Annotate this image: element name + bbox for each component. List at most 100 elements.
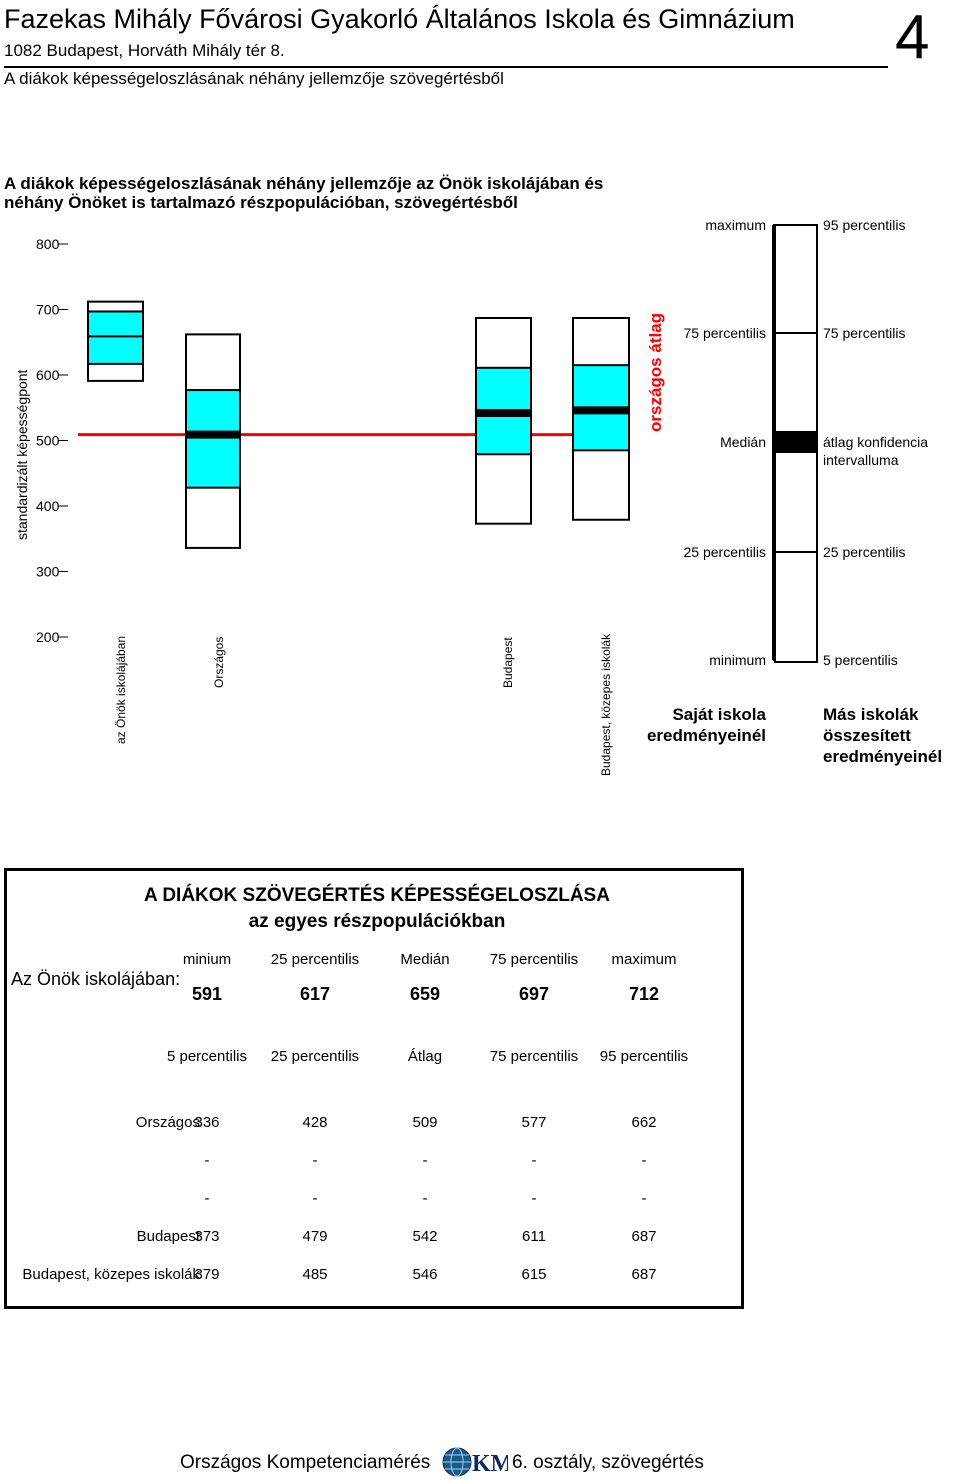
box-mean-ci [186,430,240,439]
other-value-cell: 428 [302,1114,328,1131]
legend-own-label: maximum [705,217,766,233]
page-number: 4 [895,3,930,72]
own-value-cell: 617 [299,984,331,1004]
own-value-cell: 591 [191,984,223,1004]
legend-own-label: 75 percentilis [684,325,767,341]
legend-others-ci-label: átlag konfidencia [823,434,928,450]
box-iqr [87,310,144,365]
header-rule [4,66,888,68]
other-value-cell: 336 [194,1114,220,1131]
legend-others-caption: Más iskolák [823,705,919,724]
legend-others-caption: eredményeinél [823,747,942,766]
own-header-cell: 75 percentilis [489,951,579,968]
y-tick-label: 700 [36,302,60,318]
other-row-label: Országos [135,1114,200,1131]
other-value-cell: - [531,1190,537,1207]
other-value-cell: 611 [522,1228,546,1245]
y-tick-label: 300 [36,564,60,580]
group-label: Országos [212,637,226,688]
box-mean-ci [573,406,629,415]
box-iqr [185,389,241,489]
group-label: az Önök iskolájában [114,636,128,744]
footer-left-text: Országos Kompetenciamérés [180,1452,431,1473]
boxplot-group-3 [572,317,630,521]
other-value-cell: 373 [194,1228,220,1245]
own-value-cell: 659 [409,984,441,1004]
other-value-cell: 687 [631,1266,657,1283]
group-label: Budapest, közepes iskolák [599,633,613,776]
school-name: Fazekas Mihály Fővárosi Gyakorló Általán… [4,4,795,34]
own-header-cell: Medián [400,951,450,968]
own-header-cell: maximum [611,951,677,968]
own-school-row-label: Az Önök iskolájában: [11,969,181,989]
stats-table: A DIÁKOK SZÖVEGÉRTÉS KÉPESSÉGELOSZLÁSA a… [4,868,744,1309]
boxplot-group-1 [185,333,241,549]
legend-own-caption: eredményeinél [647,726,766,745]
other-value-cell: - [204,1190,210,1207]
other-value-cell: 577 [521,1114,547,1131]
own-header-cell: minium [182,951,232,968]
other-value-cell: - [531,1152,537,1169]
other-value-cell: 485 [302,1266,328,1283]
y-tick-label: 600 [36,367,60,383]
other-value-cell: - [204,1152,210,1169]
other-row-label: Budapest, közepes iskolák [22,1266,200,1283]
legend-others-label: 75 percentilis [823,325,906,341]
section-title-line1: A diákok képességeloszlásának néhány jel… [4,174,604,193]
other-header-cell: 5 percentilis [166,1048,248,1065]
other-value-cell: 615 [521,1266,547,1283]
other-value-cell: 687 [631,1228,657,1245]
own-value-cell: 712 [628,984,660,1004]
y-tick-label: 500 [36,433,60,449]
legend: maximum 75 percentilis Medián 25 percentili… [647,217,942,766]
legend-others-ci-label: intervalluma [823,452,899,468]
stats-table-title: A DIÁKOK SZÖVEGÉRTÉS KÉPESSÉGELOSZLÁSA [144,885,610,906]
legend-others-ci [775,431,817,453]
boxplot-group-2 [475,317,532,525]
other-value-cell: 509 [412,1114,438,1131]
other-header-cell: 95 percentilis [599,1048,689,1065]
legend-others-label: 95 percentilis [823,217,906,233]
boxplot-group-0 [87,300,144,382]
other-value-cell: - [641,1190,647,1207]
y-tick-label: 800 [36,236,60,252]
group-labels: az Önök iskolájában Országos Budapest Budap… [114,633,613,776]
other-value-cell: 662 [631,1114,657,1131]
boxplot-chart: 800 700 600 500 400 300 200 standardizált képes… [14,217,942,776]
legend-others-label: 5 percentilis [823,652,898,668]
other-header-cell: Átlag [407,1048,443,1065]
y-tick-label: 200 [36,629,60,645]
group-label: Budapest [501,637,515,688]
stats-table-subtitle: az egyes részpopulációkban [248,911,506,932]
header-subtitle: A diákok képességeloszlásának néhány jel… [4,69,504,88]
y-tick-label: 400 [36,498,60,514]
box-mean-ci [476,408,531,417]
school-address: 1082 Budapest, Horváth Mihály tér 8. [4,41,285,60]
other-value-cell: 379 [194,1266,220,1283]
y-axis: 800 700 600 500 400 300 200 standardizált képes… [14,236,665,645]
other-value-cell: - [641,1152,647,1169]
legend-others-caption: összesített [823,726,911,745]
other-value-cell: - [422,1190,428,1207]
other-header-cell: 75 percentilis [489,1048,579,1065]
section-title-line2: néhány Önöket is tartalmazó részpopuláci… [4,193,518,212]
other-value-cell: 542 [412,1228,438,1245]
y-axis-label: standardizált képességpont [14,369,30,540]
legend-own-label: 25 percentilis [684,544,767,560]
other-value-cell: - [312,1190,318,1207]
boxplot-groups [87,300,630,549]
legend-own-label: minimum [709,652,766,668]
own-value-cell: 697 [518,984,550,1004]
footer-right-text: 6. osztály, szövegértés [512,1452,704,1473]
section-title: A diákok képességeloszlásának néhány jel… [4,174,603,212]
okm-logo-text: KM [472,1451,508,1477]
other-value-cell: 479 [302,1228,328,1245]
other-value-cell: 546 [412,1266,438,1283]
legend-others-label: 25 percentilis [823,544,906,560]
legend-own-caption: Saját iskola [672,705,766,724]
national-average-label: országos átlag [646,313,665,432]
other-header-cell: 25 percentilis [270,1048,360,1065]
other-row-label: Budapest [136,1228,200,1245]
legend-own-label: Medián [720,434,766,450]
other-value-cell: - [422,1152,428,1169]
